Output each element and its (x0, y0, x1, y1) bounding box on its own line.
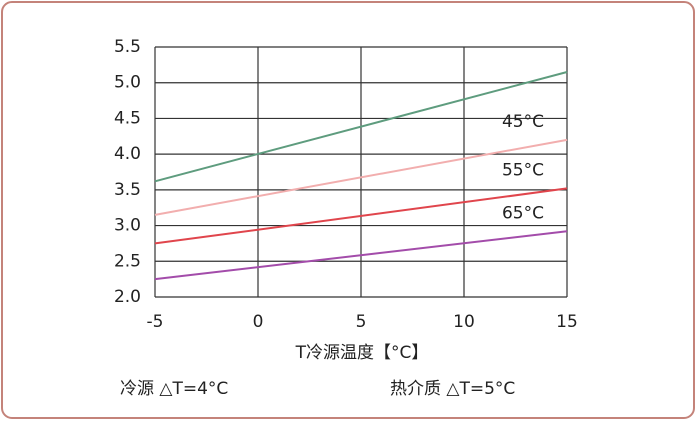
x-axis-label: T冷源温度【°C】 (295, 343, 429, 363)
x-tick-label: 0 (253, 312, 264, 332)
series-line (154, 71, 568, 183)
series-line (154, 138, 568, 216)
y-tick-label: 4.0 (114, 144, 141, 164)
series-label: 65°C (502, 203, 544, 223)
y-tick-label: 4.5 (114, 108, 141, 128)
x-tick-label: 5 (356, 312, 367, 332)
series-line (154, 187, 568, 245)
x-tick-label: 15 (556, 312, 578, 332)
x-tick-label: 10 (453, 312, 475, 332)
annotation: 冷源 △T=4°C (120, 379, 228, 399)
x-tick-label: -5 (147, 312, 164, 332)
series-label: 45°C (502, 112, 544, 132)
series-line (154, 230, 568, 281)
y-tick-label: 5.5 (114, 37, 141, 57)
y-tick-label: 2.5 (114, 251, 141, 271)
y-tick-label: 3.5 (114, 180, 141, 200)
y-tick-label: 3.0 (114, 216, 141, 236)
series-label: 55°C (502, 160, 544, 180)
y-tick-label: 2.0 (114, 287, 141, 307)
annotation: 热介质 △T=5°C (390, 379, 515, 399)
y-tick-label: 5.0 (114, 73, 141, 93)
